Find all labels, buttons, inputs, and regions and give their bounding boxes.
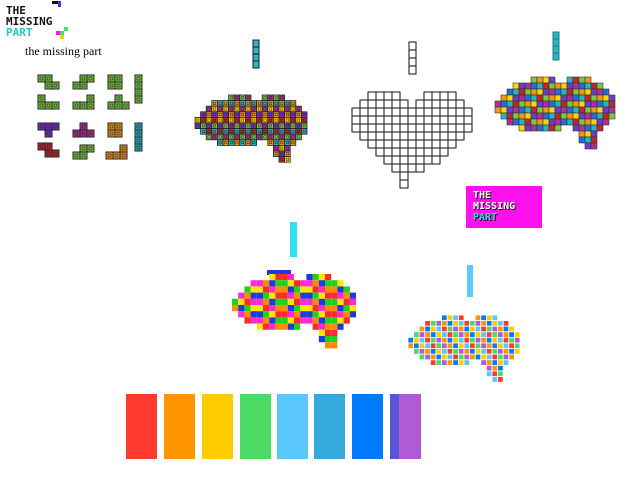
badge-line-2: MISSING [473, 201, 516, 212]
retro-brain-art [194, 39, 308, 163]
badge-line-1: THE [473, 190, 492, 201]
swatch-violet [399, 394, 421, 459]
swatch-green [240, 394, 271, 459]
flat-brain-art [232, 222, 356, 349]
outline-brain-art [407, 265, 521, 383]
swatch-light-blue [277, 394, 308, 459]
logo: THE MISSING PART [6, 1, 70, 41]
logo-line-1: THE [6, 4, 26, 17]
caption: the missing part [25, 44, 102, 58]
swatch-blue [352, 394, 383, 459]
swatch-teal-blue [314, 394, 345, 459]
logo-line-3: PART [6, 26, 33, 39]
tetromino-set-art [37, 74, 143, 160]
logo-piece-icon [52, 1, 68, 39]
swatch-orange [164, 394, 195, 459]
swatch-red [126, 394, 157, 459]
logo-line-2: MISSING [6, 15, 53, 28]
glossy-brain-art [494, 31, 616, 150]
swatch-yellow [202, 394, 233, 459]
badge-line-3: PART [473, 212, 498, 223]
badge: THE MISSING PART [466, 186, 542, 228]
grid-heart-art [351, 41, 473, 189]
swatch-purple [390, 394, 399, 459]
